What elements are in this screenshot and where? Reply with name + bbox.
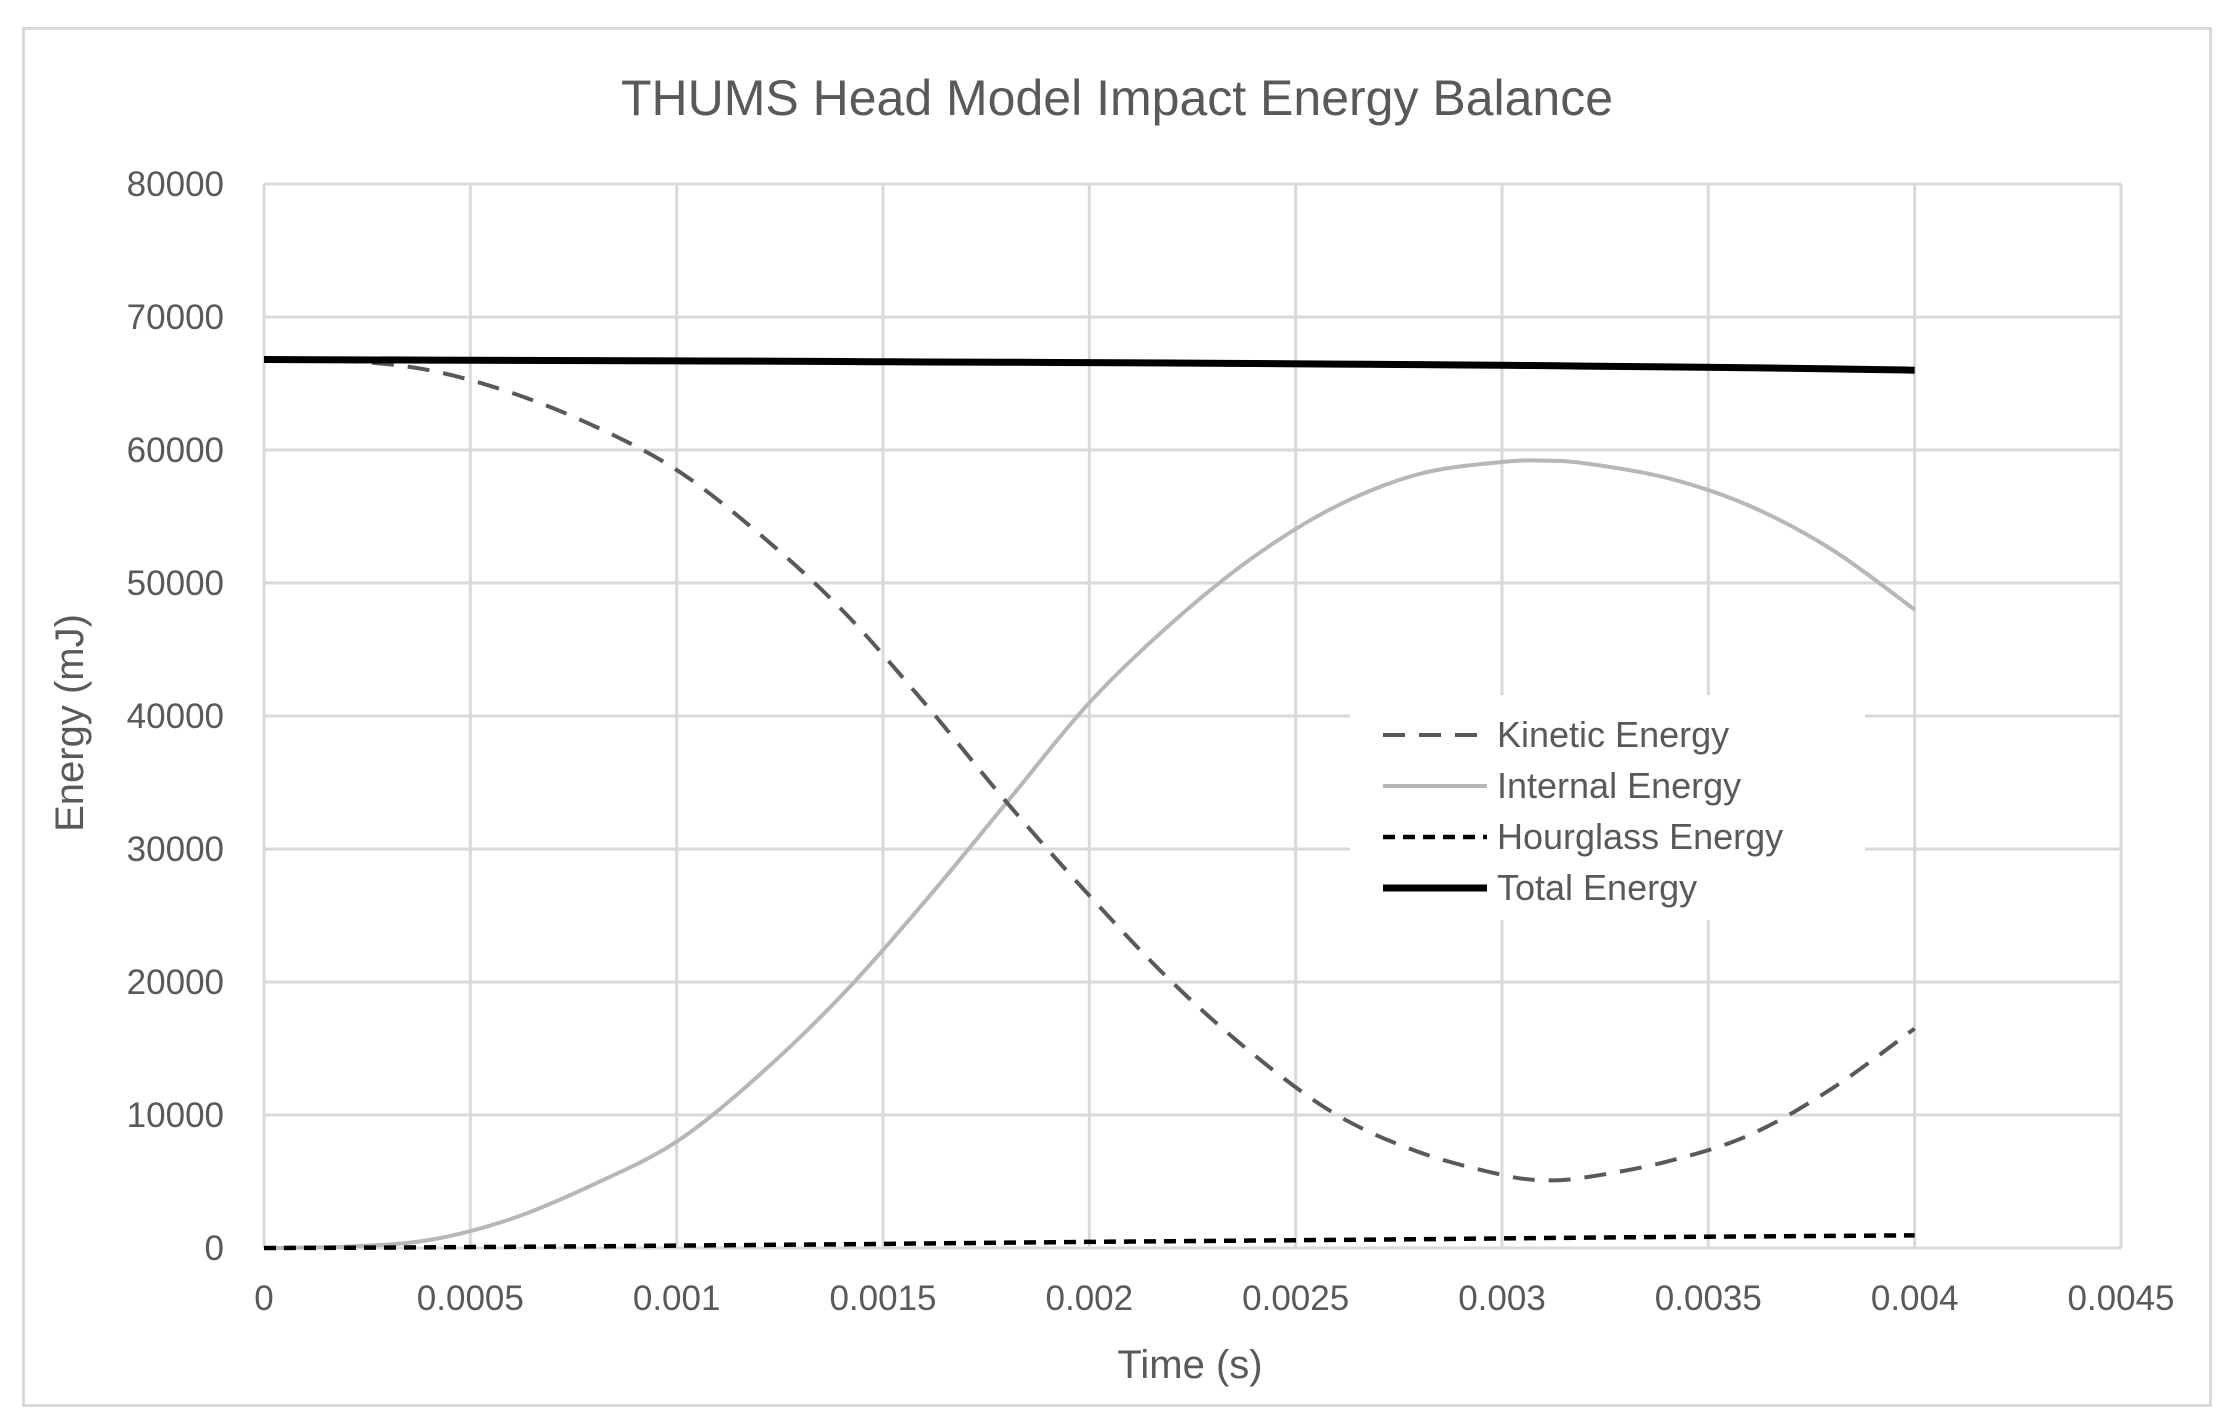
series-lines: [263, 356, 1916, 1251]
y-tick-label: 0: [205, 1229, 224, 1268]
x-tick-label: 0.0025: [1242, 1279, 1349, 1318]
y-tick-label: 50000: [127, 564, 224, 603]
series-line-kinetic-energy: [263, 357, 1916, 1183]
tick-labels: 0 10000 20000 30000 40000 50000 60000 70000 8000…: [127, 165, 2175, 1318]
legend-label-hourglass-energy: Hourglass Energy: [1497, 816, 1783, 857]
chart-frame: 0 10000 20000 30000 40000 50000 60000 70000 8000…: [22, 27, 2212, 1407]
x-tick-label: 0.002: [1046, 1279, 1134, 1318]
legend-background: [1350, 695, 1865, 920]
y-tick-label: 80000: [127, 165, 224, 204]
legend-label-total-energy: Total Energy: [1497, 867, 1697, 908]
x-tick-label: 0.0045: [2067, 1279, 2174, 1318]
x-tick-label: 0.0035: [1655, 1279, 1762, 1318]
x-tick-label: 0.0015: [829, 1279, 936, 1318]
x-tick-label: 0.0005: [417, 1279, 524, 1318]
y-tick-label: 30000: [127, 830, 224, 869]
y-tick-label: 70000: [127, 298, 224, 337]
y-tick-label: 10000: [127, 1096, 224, 1135]
y-tick-label: 40000: [127, 697, 224, 736]
series-line-internal-energy: [263, 458, 1916, 1250]
x-axis-title: Time (s): [1117, 1343, 1262, 1387]
series-line-hourglass-energy: [263, 1233, 1915, 1251]
legend-label-kinetic-energy: Kinetic Energy: [1497, 714, 1729, 755]
y-tick-label: 20000: [127, 963, 224, 1002]
chart-svg: 0 10000 20000 30000 40000 50000 60000 70000 8000…: [48, 70, 2175, 1387]
x-tick-label: 0: [254, 1279, 273, 1318]
x-tick-label: 0.001: [633, 1279, 721, 1318]
y-axis-title: Energy (mJ): [48, 614, 92, 832]
series-line-total-energy: [263, 356, 1915, 374]
x-tick-label: 0.003: [1458, 1279, 1546, 1318]
chart-title: THUMS Head Model Impact Energy Balance: [621, 70, 1613, 126]
y-tick-label: 60000: [127, 431, 224, 470]
legend: Kinetic Energy Internal Energy Hourglass E…: [1350, 695, 1865, 920]
x-tick-label: 0.004: [1871, 1279, 1959, 1318]
legend-label-internal-energy: Internal Energy: [1497, 765, 1741, 806]
